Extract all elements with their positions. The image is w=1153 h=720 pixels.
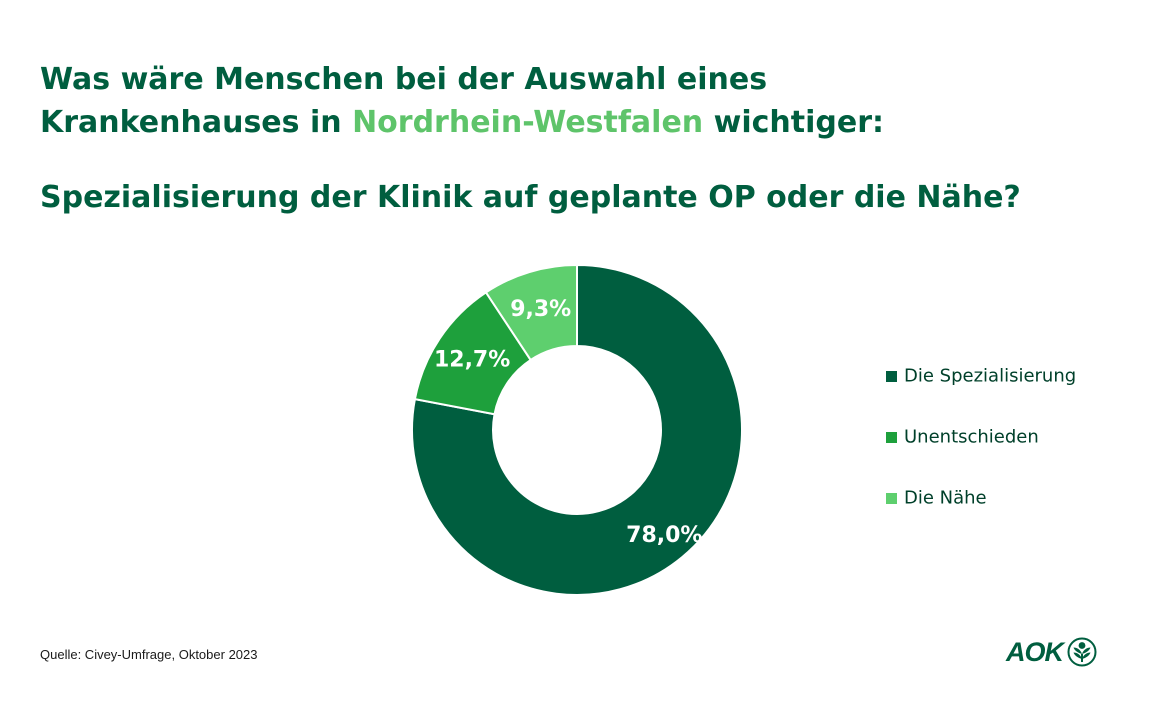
aok-logo-text: AOK — [1006, 636, 1064, 667]
title-line-2-start: Krankenhauses in — [40, 105, 342, 140]
legend-label-die-spezialisierung: Die Spezialisierung — [904, 366, 1076, 387]
aok-tree-icon — [1067, 637, 1097, 667]
page-subtitle: Spezialisierung der Klinik auf geplante … — [40, 180, 1021, 215]
slice-die-spezialisierung — [411, 263, 743, 596]
title-line-2-end: wichtiger: — [713, 105, 884, 140]
title-region-highlight: Nordrhein-Westfalen — [352, 105, 704, 140]
slice-label-unentschieden: 12,7% — [434, 348, 510, 373]
legend-label-die-nahe: Die Nähe — [904, 488, 987, 509]
slice-die-nahe — [484, 263, 578, 362]
legend-label-unentschieden: Unentschieden — [904, 427, 1039, 448]
title-line-1: Was wäre Menschen bei der Auswahl eines — [40, 62, 768, 97]
legend-swatch-die-spezialisierung — [886, 371, 897, 382]
source-note: Quelle: Civey-Umfrage, Oktober 2023 — [40, 647, 258, 662]
aok-logo: AOK — [1006, 632, 1097, 672]
slice-labels: 78,0% 12,7% 9,3% — [434, 297, 703, 548]
legend-swatch-unentschieden — [886, 432, 897, 443]
legend-swatch-die-nahe — [886, 493, 897, 504]
page-title: Was wäre Menschen bei der Auswahl eines K… — [40, 58, 884, 144]
slice-label-die-nahe: 9,3% — [510, 297, 571, 322]
donut-slices — [411, 263, 743, 596]
chart-legend: Die Spezialisierung Unentschieden Die Nähe — [886, 366, 1076, 509]
slice-label-die-spezialisierung: 78,0% — [626, 523, 702, 548]
